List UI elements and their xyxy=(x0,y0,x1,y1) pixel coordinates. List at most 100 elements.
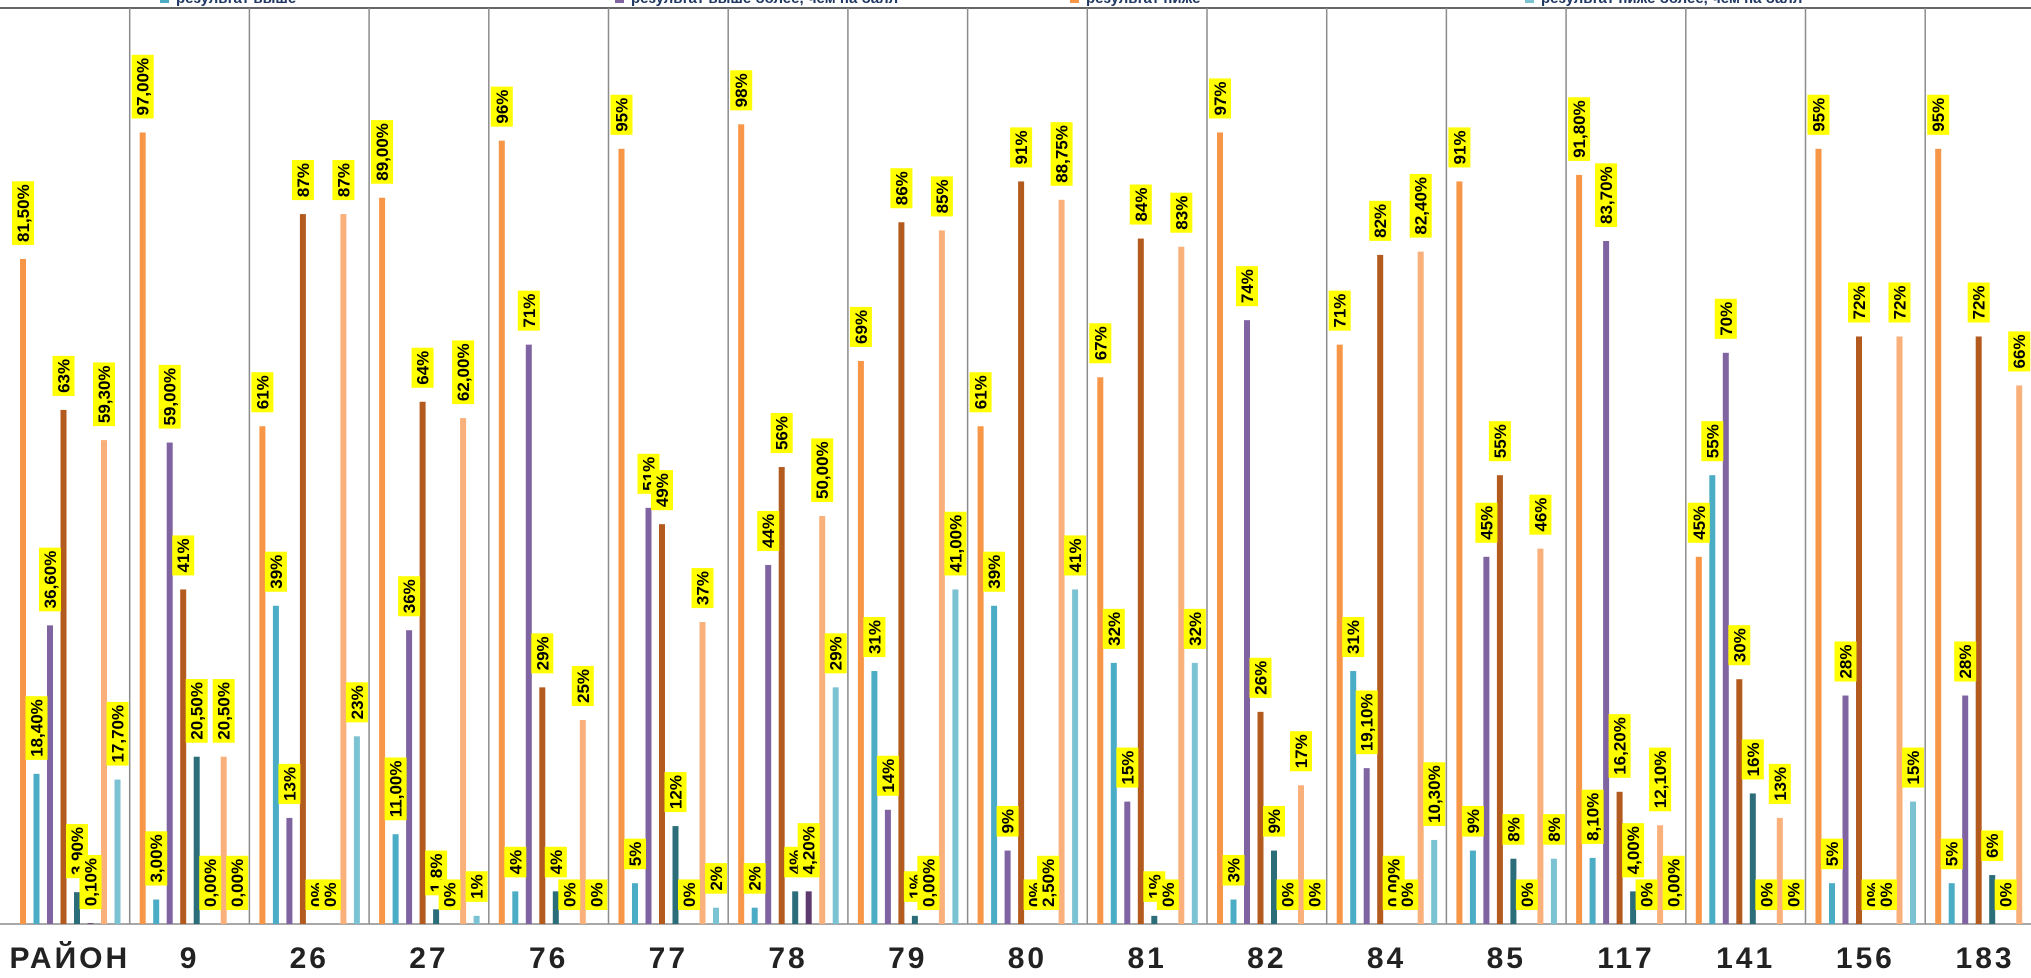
data-label-background xyxy=(1821,838,1843,870)
data-label: 49% xyxy=(651,470,673,511)
data-label: 13% xyxy=(1768,763,1791,804)
data-label-text: 88,75% xyxy=(1053,125,1072,183)
legend-swatch xyxy=(615,0,624,3)
category-label: 141 xyxy=(1716,942,1775,975)
data-label-background xyxy=(1834,641,1857,682)
bar xyxy=(778,467,785,924)
data-label-text: 59,00% xyxy=(161,368,180,426)
data-label: 0% xyxy=(1875,879,1897,910)
bar xyxy=(938,230,945,924)
bar xyxy=(1110,662,1117,924)
bar xyxy=(1910,801,1916,924)
data-label: 0% xyxy=(1156,879,1179,910)
data-label-background xyxy=(2008,331,2031,372)
data-label-background xyxy=(158,364,181,429)
data-label-background xyxy=(398,576,421,617)
data-label-text: 0,00% xyxy=(201,859,220,907)
data-label: 72% xyxy=(1848,282,1870,323)
data-label-background xyxy=(969,372,992,413)
data-label: 1% xyxy=(465,871,488,902)
data-label: 19,10% xyxy=(1355,690,1378,755)
bar xyxy=(1456,181,1463,924)
data-label-text: 71% xyxy=(520,294,539,328)
bar xyxy=(1749,793,1756,924)
data-label-text: 28% xyxy=(1837,644,1856,678)
data-label: 81,50% xyxy=(12,181,34,245)
data-label: 0% xyxy=(1994,879,2017,910)
data-label: 5% xyxy=(1821,838,1843,870)
data-label-text: 50,00% xyxy=(813,441,832,499)
data-label-text: 56% xyxy=(773,416,792,450)
data-label-text: 87% xyxy=(294,163,313,197)
data-label-background xyxy=(1782,879,1805,910)
data-label-text: 29% xyxy=(827,636,846,670)
data-label-text: 0,00% xyxy=(919,859,938,907)
data-label-text: 0% xyxy=(587,882,606,907)
data-label: 95% xyxy=(1807,94,1830,135)
bar xyxy=(1178,246,1185,925)
data-label-background xyxy=(585,879,608,910)
data-label: 39% xyxy=(983,551,1006,592)
data-label: 63% xyxy=(52,355,75,396)
data-label-background xyxy=(863,617,886,658)
data-label-background xyxy=(504,846,527,878)
data-label: 56% xyxy=(770,413,793,454)
data-label-background xyxy=(1303,879,1326,910)
data-label: 15% xyxy=(1116,747,1139,788)
data-label: 0,00% xyxy=(917,855,940,910)
data-label: 64% xyxy=(411,347,434,388)
bar xyxy=(1124,801,1131,924)
data-label-background xyxy=(1581,789,1604,844)
data-label-background xyxy=(1369,200,1392,241)
data-label-background xyxy=(490,86,513,127)
data-label-background xyxy=(332,160,355,201)
data-label: 26% xyxy=(1249,657,1272,698)
bar xyxy=(1948,883,1955,924)
data-label: 0,00% xyxy=(226,855,249,910)
bar xyxy=(857,360,864,925)
bar xyxy=(1363,768,1370,924)
data-label: 88,75% xyxy=(1050,122,1073,186)
data-label-text: 13% xyxy=(1771,767,1790,801)
data-label: 83,70% xyxy=(1595,163,1618,228)
data-label-text: 55% xyxy=(1703,424,1722,458)
data-label-text: 41% xyxy=(174,538,193,572)
data-label-text: 17,70% xyxy=(109,705,128,763)
data-label-background xyxy=(1714,298,1737,339)
data-label-text: 61% xyxy=(253,375,272,409)
data-label-background xyxy=(705,863,727,894)
data-label: 87% xyxy=(291,160,314,201)
data-label-background xyxy=(1010,127,1033,168)
data-label-background xyxy=(1622,823,1645,878)
bar xyxy=(1298,785,1304,924)
data-label-background xyxy=(1768,763,1791,804)
data-label: 25% xyxy=(571,665,594,706)
bar xyxy=(1576,174,1583,925)
data-label: 41% xyxy=(172,535,195,576)
bar xyxy=(460,418,467,924)
data-label-text: 2% xyxy=(707,866,726,891)
data-label-background xyxy=(531,633,554,674)
data-label-background xyxy=(1662,855,1685,910)
data-label: 4,00% xyxy=(1622,823,1645,878)
bar xyxy=(20,258,26,925)
bar xyxy=(1257,711,1264,924)
data-label-text: 23% xyxy=(348,685,367,719)
data-label-text: 0% xyxy=(1518,882,1537,907)
data-label-text: 8% xyxy=(1504,817,1523,842)
data-label-background xyxy=(1687,502,1710,543)
data-label-background xyxy=(1649,747,1672,812)
bar xyxy=(699,622,706,924)
data-label-background xyxy=(93,362,115,427)
data-label-background xyxy=(199,855,222,910)
data-label-text: 0% xyxy=(1877,882,1896,907)
legend-swatch xyxy=(1070,0,1079,3)
data-label-text: 66% xyxy=(2010,334,2029,368)
data-label-text: 18,40% xyxy=(28,699,47,757)
data-label-background xyxy=(1515,879,1538,910)
data-label-background xyxy=(1183,608,1206,649)
data-label-text: 95% xyxy=(1929,98,1948,132)
data-label: 3,00% xyxy=(145,831,168,886)
data-label-text: 96% xyxy=(493,90,512,124)
